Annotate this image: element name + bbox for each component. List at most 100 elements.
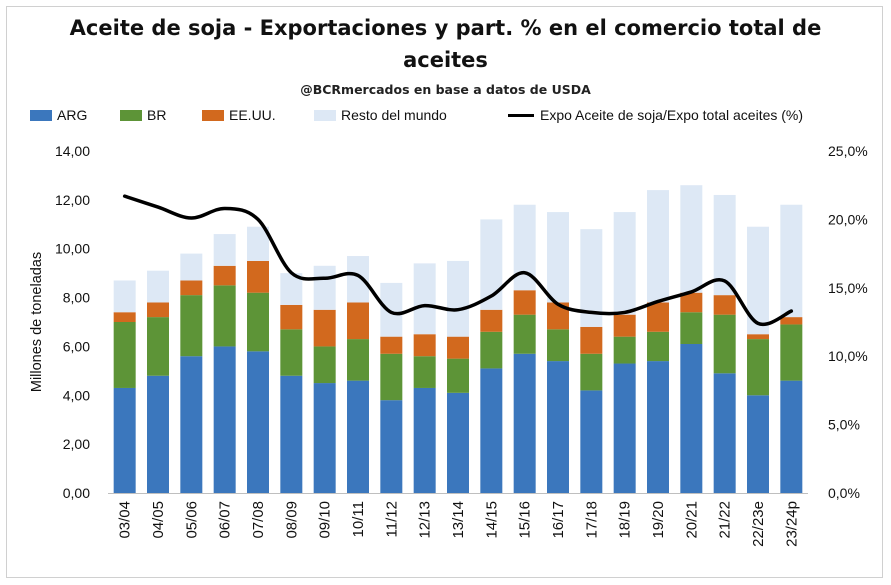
bar-arg (680, 343, 703, 493)
legend: ARG BR EE.UU. Resto del mundo Expo Aceit… (30, 107, 880, 129)
bar-resto (480, 219, 503, 310)
y2-tick-label: 20,0% (828, 211, 868, 227)
x-tick-label: 04/05 (150, 501, 167, 539)
bar-arg (780, 380, 803, 493)
bar-eeuu (380, 336, 403, 354)
bar-arg (480, 368, 503, 493)
bar-arg (647, 361, 669, 493)
ratio-line-group (122, 194, 794, 327)
y-axis-label: Millones de toneladas (29, 252, 45, 392)
bar-eeuu (580, 326, 603, 354)
chart-subtitle: @BCRmercados en base a datos de USDA (300, 82, 591, 97)
bar-eeuu (513, 290, 536, 315)
bar-resto (113, 280, 136, 313)
bar-br (680, 312, 703, 344)
bar-resto (747, 226, 769, 335)
bar-resto (280, 273, 303, 305)
y2-tick-label: 15,0% (828, 280, 868, 296)
x-tick-label: 17/18 (583, 501, 600, 539)
y-tick-label: 8,00 (63, 290, 90, 306)
legend-label-ratio: Expo Aceite de soja/Expo total aceites (… (540, 107, 804, 123)
bar-arg (713, 373, 736, 493)
bars (108, 185, 808, 494)
bar-resto (413, 263, 436, 335)
bar-eeuu (747, 334, 769, 340)
bar-br (413, 356, 436, 388)
bar-eeuu (413, 334, 436, 357)
bar-resto (213, 234, 236, 266)
y2-tick-label: 5,0% (828, 417, 860, 433)
bar-eeuu (347, 302, 369, 340)
bar-br (647, 331, 669, 362)
x-tick-label: 19/20 (650, 501, 667, 539)
legend-swatch-eeuu (202, 109, 224, 121)
y-tick-label: 4,00 (63, 387, 90, 403)
bar-br (547, 329, 569, 362)
bar-br (247, 292, 269, 352)
x-tick-label: 20/21 (683, 501, 700, 539)
bar-arg (347, 380, 369, 493)
bar-br (347, 339, 369, 381)
x-tick-label: 10/11 (350, 501, 367, 537)
bar-br (613, 336, 636, 364)
bar-resto (580, 229, 603, 327)
bar-arg (147, 375, 169, 493)
x-tick-label: 23/24p (783, 501, 800, 547)
right-axis-ticks: 0,0% 5,0% 10,0% 15,0% 20,0% 25,0% (828, 143, 868, 501)
bar-resto (547, 212, 569, 303)
x-axis-labels: 03/04 04/05 05/06 06/07 07/08 08/09 09/10 10/11… (117, 501, 801, 547)
x-tick-label: 11/12 (383, 501, 400, 537)
legend-swatch-br (120, 109, 142, 121)
bar-eeuu (247, 260, 269, 293)
bar-arg (380, 400, 403, 493)
bar-arg (313, 383, 336, 493)
bar-eeuu (447, 336, 469, 359)
bar-arg (580, 390, 603, 493)
bar-br (113, 322, 136, 388)
bar-eeuu (147, 302, 169, 318)
bar-br (480, 331, 503, 369)
bar-br (713, 314, 736, 374)
y-tick-label: 10,00 (55, 241, 90, 257)
x-tick-label: 13/14 (450, 501, 467, 539)
bar-resto (313, 265, 336, 310)
legend-label-arg: ARG (57, 107, 88, 123)
bar-eeuu (613, 314, 636, 337)
bar-resto (247, 226, 269, 261)
bar-resto (713, 194, 736, 296)
bar-resto (347, 256, 369, 303)
x-tick-label: 12/13 (417, 501, 434, 539)
bar-resto (780, 204, 803, 318)
bar-resto (180, 253, 203, 281)
x-tick-label: 06/07 (217, 501, 234, 539)
legend-item-arg: ARG (30, 107, 87, 123)
bar-eeuu (180, 280, 203, 296)
y2-tick-label: 10,0% (828, 348, 868, 364)
chart-title-line-2: aceites (403, 48, 488, 72)
bar-arg (413, 387, 436, 493)
x-tick-label: 15/16 (517, 501, 534, 539)
y-tick-label: 6,00 (63, 338, 90, 354)
bar-arg (747, 395, 769, 493)
x-tick-label: 18/19 (617, 501, 634, 539)
y-tick-label: 14,00 (55, 143, 90, 159)
bar-br (513, 314, 536, 354)
bar-br (747, 339, 769, 396)
x-tick-label: 22/23e (750, 501, 767, 547)
bar-arg (447, 392, 469, 493)
legend-swatch-resto (314, 109, 336, 121)
bar-arg (547, 361, 569, 493)
legend-item-br: BR (120, 107, 166, 123)
legend-swatch-ratio (508, 113, 534, 117)
bar-eeuu (280, 304, 303, 330)
legend-label-br: BR (147, 107, 167, 123)
bar-resto (647, 190, 669, 303)
bar-eeuu (480, 309, 503, 332)
x-tick-label: 16/17 (550, 501, 567, 539)
bar-eeuu (680, 292, 703, 313)
x-tick-label: 05/06 (183, 501, 200, 539)
bar-arg (247, 351, 269, 493)
x-tick-label: 03/04 (117, 501, 134, 539)
bar-eeuu (713, 295, 736, 315)
bar-arg (613, 363, 636, 493)
